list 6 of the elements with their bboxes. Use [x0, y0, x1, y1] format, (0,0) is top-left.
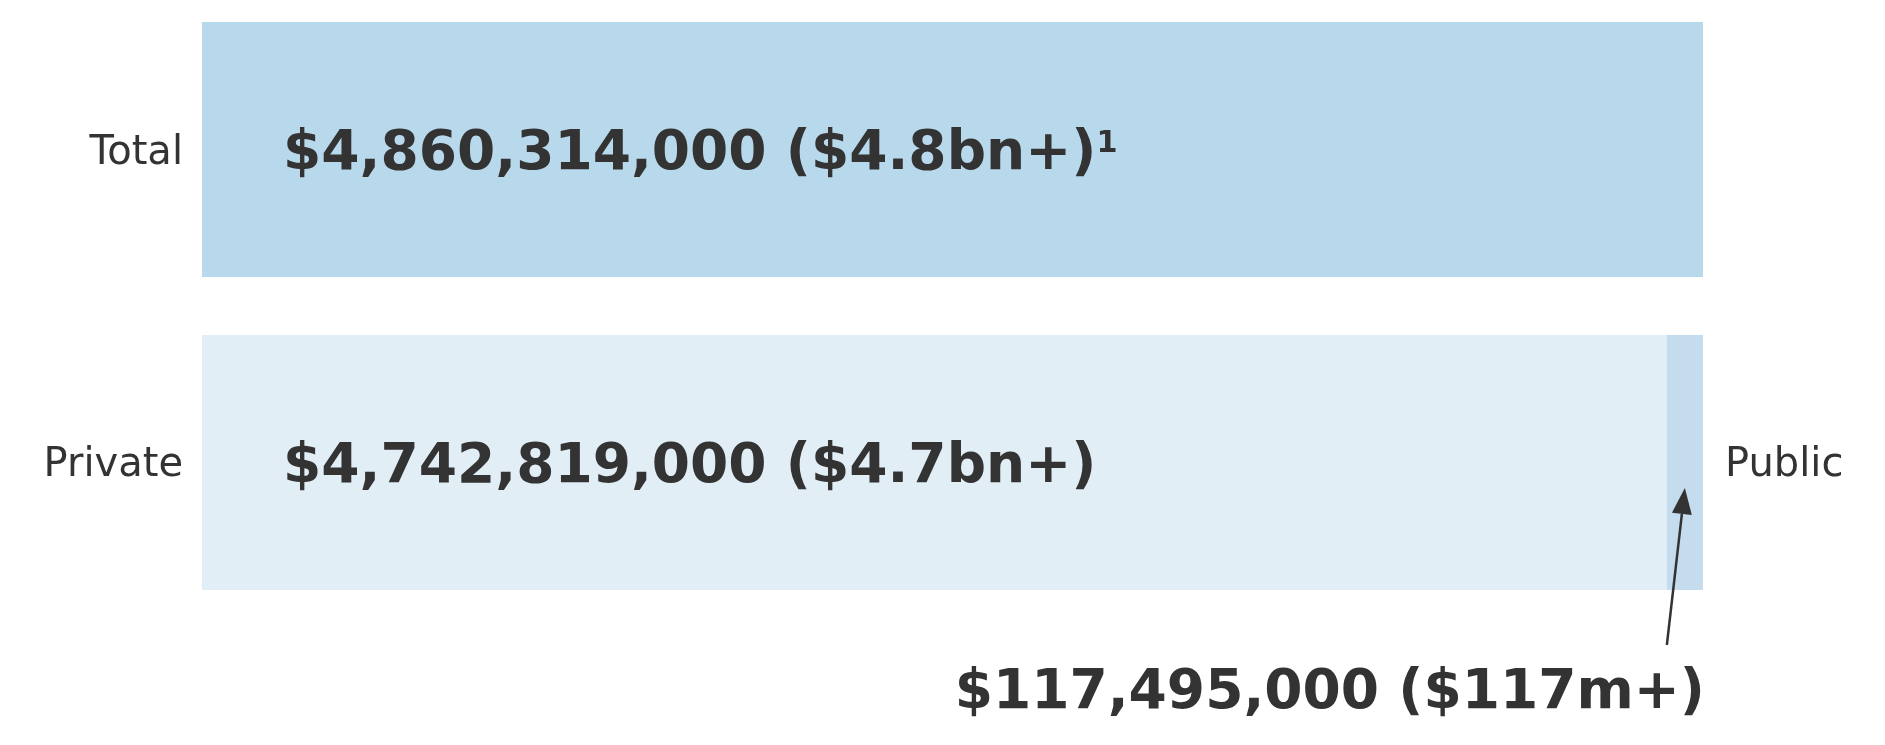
y-tick-label: Private [43, 439, 183, 486]
data-label: $117,495,000 ($117m+) [954, 657, 1705, 721]
y-tick-label: Total [88, 126, 183, 173]
data-label: $4,860,314,000 ($4.8bn+)$^{1}$ [283, 117, 1118, 182]
series-label: Public [1725, 439, 1844, 486]
data-label: $4,742,819,000 ($4.7bn+) [283, 430, 1097, 495]
